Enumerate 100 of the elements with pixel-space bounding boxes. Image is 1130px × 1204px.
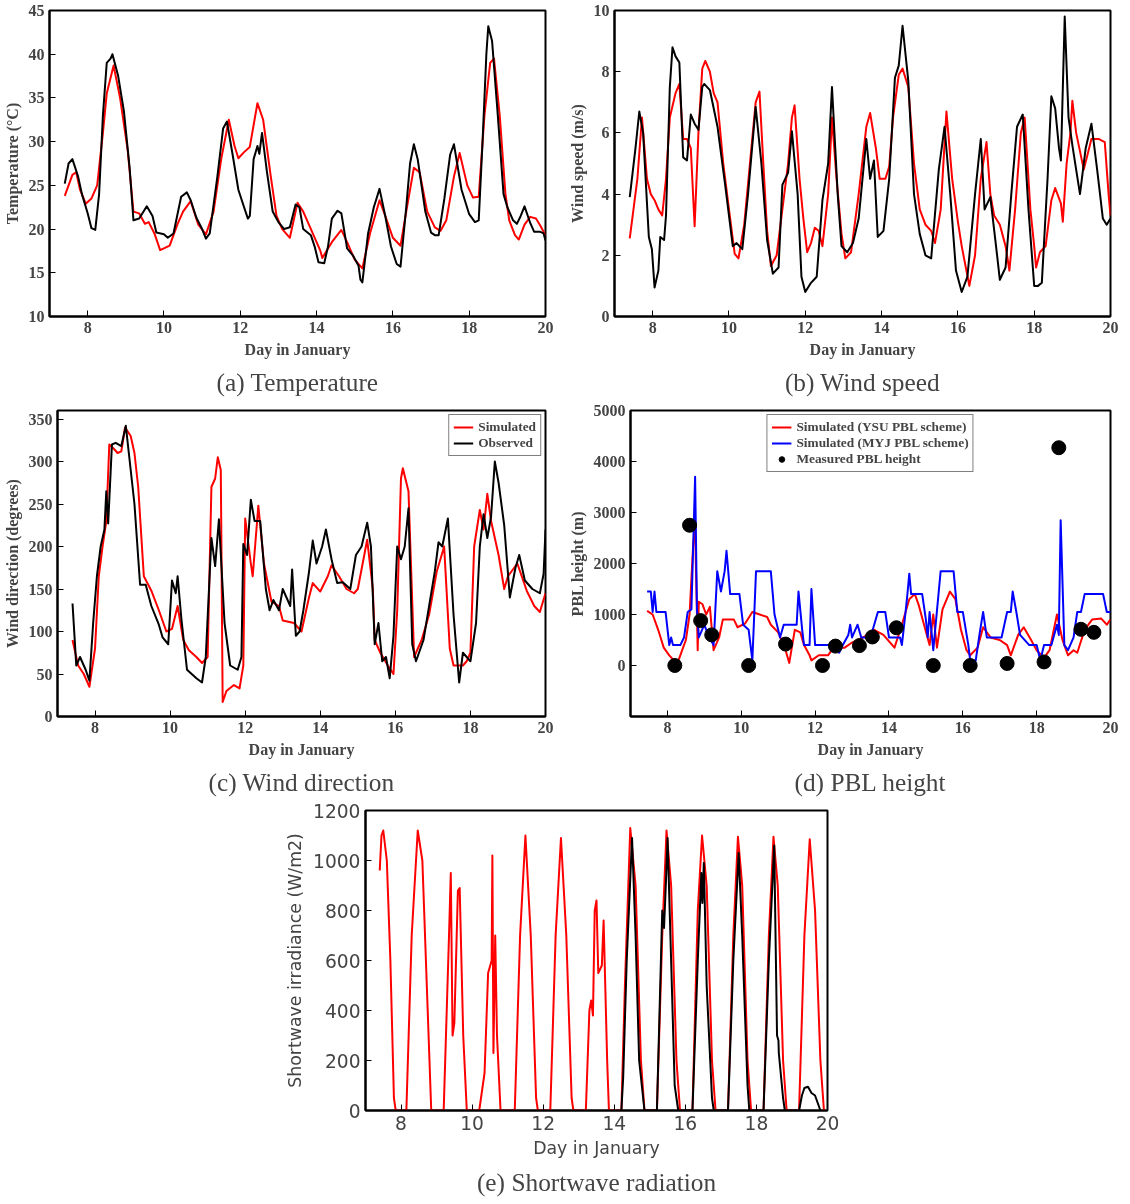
y-tick-label: 350 [28, 410, 53, 428]
x-tick-label: 14 [602, 1112, 627, 1134]
point [999, 655, 1015, 671]
point [1086, 624, 1102, 640]
x-tick-label: 14 [312, 718, 329, 736]
legend-label: Simulated [478, 419, 536, 435]
y-tick-label: 100 [28, 623, 53, 640]
x-tick-label: 8 [395, 1112, 407, 1134]
point [962, 658, 978, 673]
y-tick-label: 4 [601, 185, 610, 203]
point [925, 658, 941, 673]
x-tick-label: 10 [733, 718, 750, 736]
text: (a) Temperature [216, 367, 379, 397]
point [693, 613, 709, 629]
x-tick-label: 20 [1102, 718, 1119, 736]
x-axis-title: Day in January [809, 340, 916, 359]
point [778, 636, 794, 652]
point [1073, 621, 1089, 637]
x-tick-label: 14 [880, 718, 897, 736]
text: (e) Shortwave radiation [476, 1167, 717, 1197]
y-tick-label: 45 [28, 2, 45, 19]
x-axis-title: Day in January [817, 740, 924, 759]
x-tick-label: 8 [91, 718, 100, 736]
line-series [378, 827, 825, 1111]
x-tick-label: 14 [308, 318, 325, 336]
x-tick-label: 12 [797, 318, 814, 336]
x-tick-label: 10 [720, 318, 737, 336]
text: (c) Wind direction [208, 767, 395, 797]
y-tick-label: 2000 [593, 555, 626, 572]
y-tick-label: 8 [601, 63, 610, 81]
y-axis-title: Wind direction (degrees) [3, 479, 22, 648]
point [815, 658, 830, 673]
y-tick-label: 4000 [593, 453, 626, 470]
x-tick-label: 16 [673, 1112, 698, 1134]
y-tick-label: 200 [28, 538, 53, 555]
point [851, 638, 867, 654]
point [1036, 654, 1052, 670]
y-tick-label: 15 [28, 264, 45, 282]
x-tick-label: 16 [949, 318, 966, 336]
x-tick-label: 18 [462, 718, 479, 736]
line-series [628, 59, 1111, 287]
legend-label: Simulated (YSU PBL scheme) [796, 419, 967, 435]
point [864, 629, 880, 645]
y-axis-title: PBL height (m) [568, 511, 587, 617]
y-tick-label: 1000 [593, 606, 626, 623]
y-tick-label: 30 [28, 133, 45, 151]
y-tick-label: 200 [324, 1050, 361, 1072]
x-tick-label: 20 [537, 718, 554, 736]
y-axis-title: Temperature (°C) [3, 102, 22, 225]
x-tick-label: 8 [648, 318, 657, 336]
y-tick-label: 0 [44, 708, 53, 725]
x-tick-label: 16 [387, 718, 404, 736]
point [682, 517, 698, 533]
x-tick-label: 14 [873, 318, 890, 336]
y-tick-label: 40 [28, 45, 45, 63]
y-axis-title: Wind speed (m/s) [568, 104, 587, 223]
point [741, 658, 757, 673]
point [888, 620, 904, 636]
y-tick-label: 50 [36, 665, 53, 683]
x-tick-label: 18 [461, 318, 478, 336]
y-tick-label: 250 [28, 495, 53, 513]
y-tick-label: 20 [28, 220, 45, 238]
y-tick-label: 10 [593, 2, 610, 19]
y-tick-label: 25 [28, 176, 45, 194]
y-tick-label: 1200 [313, 800, 361, 822]
x-tick-label: 20 [815, 1112, 840, 1134]
y-tick-label: 35 [28, 89, 45, 107]
y-tick-label: 400 [324, 1000, 361, 1022]
y-tick-label: 0 [348, 1100, 361, 1122]
y-tick-label: 0 [617, 657, 626, 674]
x-tick-label: 12 [232, 318, 249, 336]
point [704, 627, 720, 643]
x-tick-label: 12 [807, 718, 824, 736]
y-tick-label: 800 [324, 900, 361, 922]
y-tick-label: 1000 [313, 850, 361, 872]
point [827, 638, 843, 654]
x-tick-label: 8 [83, 318, 92, 336]
y-tick-label: 2 [601, 246, 610, 264]
y-tick-label: 5000 [593, 402, 626, 419]
line-series [63, 57, 546, 270]
x-axis-title: Day in January [533, 1137, 660, 1158]
x-tick-label: 20 [537, 318, 554, 336]
x-tick-label: 18 [1028, 718, 1045, 736]
x-tick-label: 20 [1102, 318, 1119, 336]
y-axis-title: Shortwave irradiance (W/m2) [285, 833, 306, 1088]
legend-label: Measured PBL height [796, 451, 921, 467]
y-tick-label: 6 [601, 124, 610, 142]
x-tick-label: 8 [663, 718, 672, 736]
y-tick-label: 150 [28, 580, 53, 598]
x-tick-label: 18 [1026, 318, 1043, 336]
point [1051, 440, 1067, 456]
x-axis-title: Day in January [244, 340, 351, 359]
legend-label: Simulated (MYJ PBL scheme) [796, 435, 969, 451]
y-tick-label: 600 [324, 950, 361, 972]
x-tick-label: 12 [237, 718, 254, 736]
text: (d) PBL height [794, 767, 946, 797]
legend-label: Observed [478, 435, 534, 451]
x-tick-label: 18 [744, 1112, 769, 1134]
text: (b) Wind speed [784, 367, 940, 397]
point [667, 658, 683, 673]
